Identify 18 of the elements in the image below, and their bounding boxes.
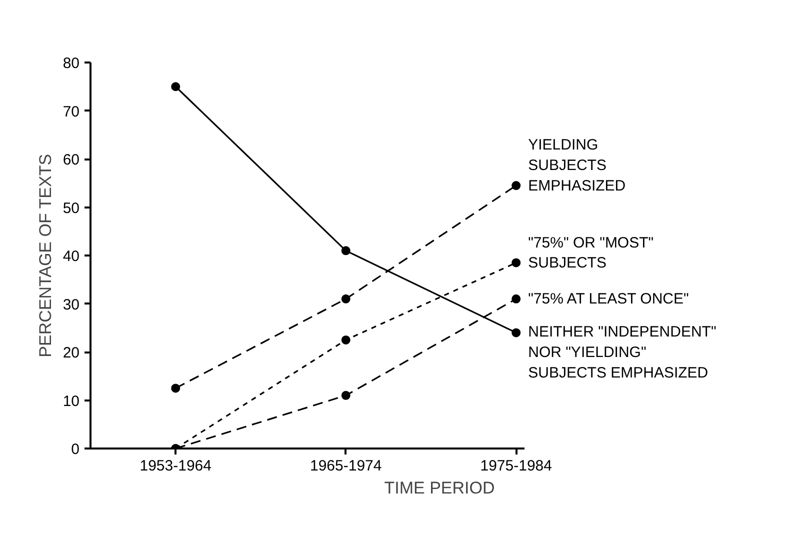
x-tick-label: 1975-1984	[480, 458, 552, 474]
series-label: "75% AT LEAST ONCE"	[528, 290, 689, 308]
y-tick-label: 50	[62, 200, 80, 217]
y-tick-label: 60	[62, 152, 80, 168]
x-tick-label: 1953-1964	[140, 458, 212, 474]
y-tick-label: 10	[62, 392, 80, 410]
y-tick-label: 20	[62, 344, 80, 362]
series-label: YIELDING SUBJECTS EMPHASIZED	[528, 136, 626, 195]
y-tick-label: 40	[62, 248, 80, 265]
y-tick-label: 70	[62, 103, 80, 120]
y-axis-title: PERCENTAGE OF TEXTS	[36, 154, 55, 358]
series-label: "75%" OR "MOST" SUBJECTS	[528, 234, 654, 272]
y-tick-label: 80	[62, 55, 80, 72]
x-tick-label: 1965-1974	[310, 458, 382, 474]
x-axis-title: TIME PERIOD	[384, 478, 495, 498]
y-tick-label: 0	[71, 441, 80, 458]
series-label: NEITHER "INDEPENDENT" NOR "YIELDING" SUBJECTS EMPHASIZED	[528, 324, 716, 382]
y-tick-label: 30	[62, 296, 80, 314]
